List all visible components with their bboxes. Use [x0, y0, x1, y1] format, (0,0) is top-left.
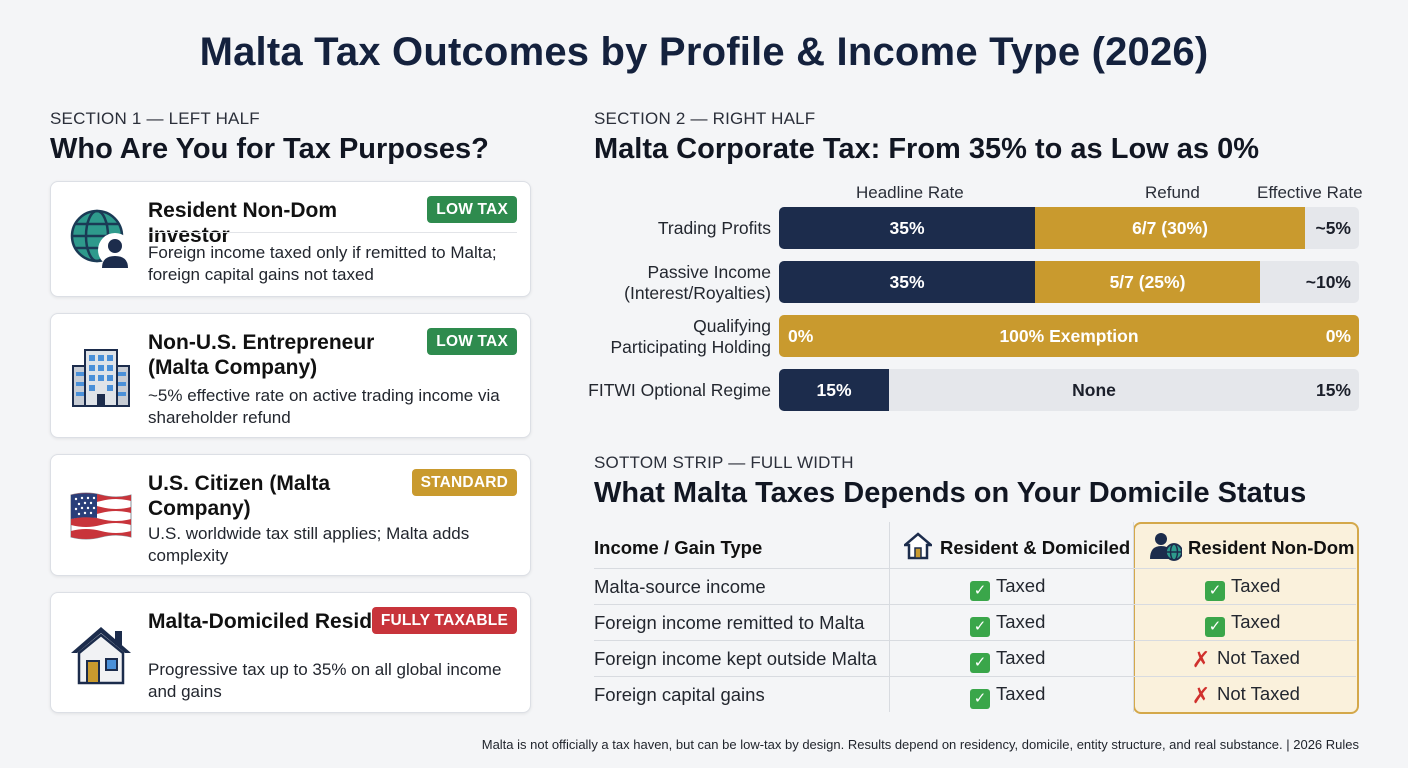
refund-label: 5/7 (25%): [1109, 272, 1186, 292]
headline-rate-segment: [779, 369, 889, 411]
headline-rate-label: 0%: [788, 326, 814, 346]
tax-bar-track: 35% 5/7 (25%) ~10%: [779, 261, 1359, 303]
refund-segment: [1035, 261, 1260, 303]
cell-text: Taxed: [996, 611, 1046, 632]
refund-segment: [779, 315, 1359, 357]
headline-rate-label: 35%: [889, 272, 925, 292]
profile-title: Malta-Domiciled Resident: [148, 610, 404, 633]
tax-bar-track: 15% None 15%: [779, 369, 1359, 411]
check-icon: ✓: [1205, 581, 1225, 601]
footnote: Malta is not officially a tax haven, but…: [481, 737, 1359, 752]
cell-text: Taxed: [1231, 611, 1281, 632]
headline-rate-label: 35%: [889, 218, 925, 238]
table-row-label: Foreign income kept outside Malta: [594, 648, 877, 669]
section3-heading: What Malta Taxes Depends on Your Domicil…: [594, 477, 1307, 509]
profile-title: U.S. Citizen (Malta Company): [148, 472, 331, 520]
headline-rate-segment: [779, 261, 1035, 303]
divider: [889, 522, 890, 712]
house-icon: [901, 532, 935, 560]
divider: [594, 604, 1356, 605]
office-building-icon: [69, 346, 133, 410]
cross-icon: ✗: [1191, 647, 1211, 672]
table-cell: ✓ Taxed: [970, 647, 1045, 673]
divider: [594, 640, 1356, 641]
check-icon: ✓: [970, 653, 990, 673]
table-cell: ✗ Not Taxed: [1191, 647, 1300, 672]
status-badge: LOW TAX: [427, 328, 517, 355]
profile-description: U.S. worldwide tax still applies; Malta …: [148, 524, 470, 565]
profile-card-malta-domiciled: Malta-Domiciled Resident FULLY TAXABLE P…: [50, 592, 531, 713]
cell-text: Taxed: [996, 683, 1046, 704]
check-icon: ✓: [970, 617, 990, 637]
cell-text: Taxed: [996, 575, 1046, 596]
bar-label: FITWI Optional Regime: [588, 380, 771, 400]
column-header-resident-domiciled: Resident & Domiciled: [940, 537, 1131, 558]
column-header-income-type: Income / Gain Type: [594, 537, 763, 558]
profile-card-resident-non-dom: Resident Non-Dom Investor LOW TAX Foreig…: [50, 181, 531, 297]
status-badge: LOW TAX: [427, 196, 517, 223]
check-icon: ✓: [970, 581, 990, 601]
table-cell: ✓ Taxed: [970, 683, 1045, 709]
refund-label: None: [1072, 380, 1116, 400]
table-cell: ✗ Not Taxed: [1191, 683, 1300, 708]
bar-label: Trading Profits: [657, 218, 771, 238]
table-cell: ✓ Taxed: [1205, 575, 1280, 601]
status-badge: STANDARD: [411, 469, 517, 496]
profile-description: Progressive tax up to 35% on all global …: [148, 660, 502, 701]
profile-card-non-us-entrepreneur: Non-U.S. Entrepreneur (Malta Company) LO…: [50, 313, 531, 438]
refund-label: 6/7 (30%): [1132, 218, 1208, 238]
table-row-label: Foreign income remitted to Malta: [594, 612, 865, 633]
table-row-label: Malta-source income: [594, 576, 766, 597]
column-header-resident-non-dom: Resident Non-Dom: [1188, 537, 1355, 558]
column-header-headline: Headline Rate: [856, 183, 964, 202]
bar-label: Passive Income (Interest/Royalties): [624, 262, 771, 303]
status-badge: FULLY TAXABLE: [371, 607, 517, 634]
column-header-effective: Effective Rate: [1257, 183, 1363, 202]
column-header-refund: Refund: [1145, 183, 1200, 202]
divider: [1133, 522, 1134, 712]
cell-text: Taxed: [996, 647, 1046, 668]
bar-label: Qualifying Participating Holding: [610, 316, 771, 357]
table-row-label: Foreign capital gains: [594, 684, 765, 705]
tax-bar-track: 0% 100% Exemption 0%: [779, 315, 1359, 357]
house-icon: [69, 623, 133, 687]
section2-heading: Malta Corporate Tax: From 35% to as Low …: [594, 133, 1260, 165]
cross-icon: ✗: [1191, 683, 1211, 708]
profile-description: ~5% effective rate on active trading inc…: [148, 386, 500, 427]
section2-eyebrow: SECTION 2 — RIGHT HALF: [594, 109, 816, 128]
headline-rate-segment: [779, 207, 1035, 249]
page-title: Malta Tax Outcomes by Profile & Income T…: [199, 30, 1209, 74]
divider: [594, 568, 1356, 569]
effective-rate-label: 15%: [1315, 380, 1351, 400]
cell-text: Taxed: [1231, 575, 1281, 596]
profile-card-us-citizen: U.S. Citizen (Malta Company) STANDARD U.…: [50, 454, 531, 576]
effective-rate-label: ~10%: [1305, 272, 1351, 292]
profile-description: Foreign income taxed only if remitted to…: [148, 243, 497, 284]
headline-rate-label: 15%: [816, 380, 852, 400]
non-dom-column-highlight: [1133, 522, 1359, 714]
check-icon: ✓: [1205, 617, 1225, 637]
refund-label: 100% Exemption: [999, 326, 1139, 346]
divider: [594, 676, 1356, 677]
globe-person-icon: [69, 208, 133, 272]
table-cell: ✓ Taxed: [970, 611, 1045, 637]
divider: [148, 232, 517, 233]
table-cell: ✓ Taxed: [1205, 611, 1280, 637]
tax-bar-track: 35% 6/7 (30%) ~5%: [779, 207, 1359, 249]
check-icon: ✓: [970, 689, 990, 709]
section1-eyebrow: SECTION 1 — LEFT HALF: [50, 109, 260, 128]
section1-heading: Who Are You for Tax Purposes?: [50, 133, 489, 165]
section3-eyebrow: SOTTOM STRIP — FULL WIDTH: [594, 453, 854, 472]
table-cell: ✓ Taxed: [970, 575, 1045, 601]
effective-rate-label: ~5%: [1315, 218, 1351, 238]
refund-segment: [1035, 207, 1305, 249]
person-globe-icon: [1150, 531, 1183, 561]
profile-title: Non-U.S. Entrepreneur (Malta Company): [148, 331, 375, 379]
cell-text: Not Taxed: [1217, 683, 1300, 704]
cell-text: Not Taxed: [1217, 647, 1300, 668]
profile-title: Resident Non-Dom Investor: [148, 199, 337, 247]
effective-rate-label: 0%: [1325, 326, 1351, 346]
us-flag-icon: [69, 485, 133, 549]
